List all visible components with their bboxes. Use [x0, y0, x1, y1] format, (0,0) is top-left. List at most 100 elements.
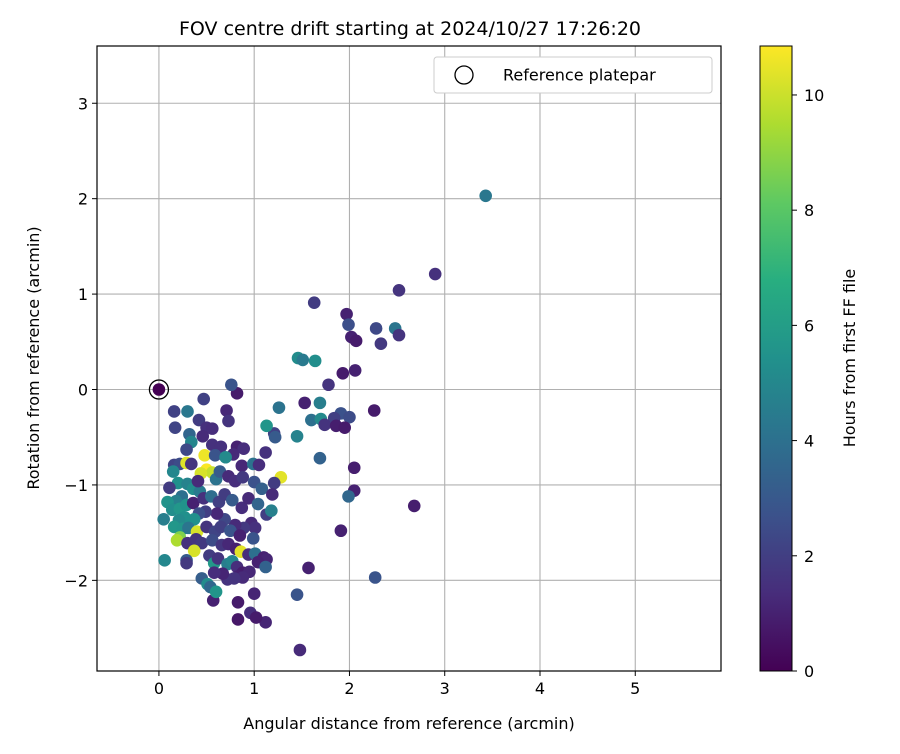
data-point: [260, 419, 273, 433]
y-axis-label: Rotation from reference (arcmin): [24, 226, 43, 489]
data-point: [195, 536, 209, 550]
y-tick-label: 1: [78, 285, 88, 304]
data-point: [180, 443, 193, 456]
data-point: [180, 556, 193, 570]
data-point: [185, 457, 198, 471]
data-point: [265, 504, 278, 517]
data-point: [367, 404, 381, 417]
data-point: [348, 364, 362, 377]
data-point: [248, 521, 262, 535]
data-point: [196, 429, 210, 443]
chart-title: FOV centre drift starting at 2024/10/27 …: [179, 18, 641, 40]
data-point: [198, 449, 211, 462]
x-tick-label: 2: [344, 679, 354, 698]
data-point: [267, 476, 281, 490]
data-point: [219, 450, 232, 464]
data-point: [170, 533, 184, 547]
data-point: [166, 465, 180, 478]
data-point: [235, 459, 249, 473]
data-point: [334, 524, 348, 538]
data-point: [214, 520, 228, 534]
y-tick-label: −1: [64, 476, 88, 495]
data-point: [231, 613, 245, 626]
grid-lines: [97, 46, 721, 671]
data-point: [167, 405, 181, 418]
data-point: [259, 560, 272, 574]
data-point: [368, 571, 382, 584]
colorbar-tick-label: 6: [804, 316, 814, 335]
data-point: [210, 507, 224, 520]
data-point: [308, 354, 322, 368]
data-point: [191, 474, 205, 488]
data-point: [222, 414, 235, 428]
x-tick-label: 5: [630, 679, 640, 698]
data-point: [428, 267, 442, 281]
x-axis-ticks: 0 1 2 3 4 5: [154, 671, 640, 698]
data-point: [259, 446, 272, 459]
data-point: [343, 410, 356, 424]
data-point: [290, 588, 304, 601]
data-point: [290, 429, 304, 443]
data-point: [251, 497, 265, 511]
data-point: [255, 482, 269, 496]
colorbar-tick-label: 10: [804, 86, 824, 105]
legend-box: [433, 56, 713, 94]
data-point: [233, 529, 247, 542]
data-point: [242, 491, 255, 505]
colorbar-tick-label: 0: [804, 662, 814, 681]
data-point: [211, 552, 225, 565]
y-tick-label: 2: [78, 190, 88, 209]
data-point: [246, 532, 260, 545]
data-point: [392, 328, 406, 342]
data-point: [158, 554, 171, 567]
data-point: [302, 561, 315, 575]
colorbar-label: Hours from first FF file: [840, 269, 859, 448]
legend: Reference platepar: [433, 56, 713, 94]
data-point: [235, 501, 249, 515]
data-point: [205, 422, 219, 435]
data-point: [336, 366, 350, 380]
data-point: [252, 458, 266, 472]
data-point: [231, 595, 245, 609]
data-point: [374, 337, 388, 351]
reference-marker: [148, 379, 170, 400]
data-point: [293, 643, 307, 657]
data-point: [209, 585, 223, 599]
data-point: [342, 490, 355, 503]
data-point: [392, 283, 406, 297]
data-point: [479, 189, 492, 203]
reference-ring: [148, 379, 170, 400]
data-point: [249, 611, 263, 624]
y-tick-label: 3: [78, 94, 88, 113]
reference-point: [152, 383, 166, 396]
data-point: [225, 493, 239, 507]
data-point: [268, 430, 282, 444]
data-point: [265, 488, 279, 501]
y-tick-label: 0: [78, 381, 88, 400]
data-point: [227, 572, 241, 585]
data-point: [313, 451, 327, 465]
data-point: [205, 533, 219, 547]
data-point: [225, 378, 238, 392]
data-point: [298, 396, 311, 410]
x-tick-label: 1: [249, 679, 259, 698]
data-point: [259, 616, 272, 629]
data-point: [307, 296, 321, 309]
data-point: [187, 544, 201, 558]
data-point: [220, 404, 233, 417]
colorbar-tick-label: 8: [804, 201, 814, 220]
data-point: [407, 499, 421, 513]
data-point: [338, 421, 351, 434]
data-point: [207, 566, 221, 580]
y-tick-label: −2: [64, 571, 88, 590]
data-point: [322, 378, 335, 392]
legend-entry-reference: Reference platepar: [503, 66, 656, 85]
data-point: [296, 353, 310, 367]
data-point: [272, 401, 286, 414]
data-point: [236, 470, 250, 484]
colorbar-ticks: 0 2 4 6 8 10: [792, 86, 824, 681]
x-axis-label: Angular distance from reference (arcmin): [243, 714, 574, 733]
data-point: [340, 307, 353, 321]
legend-marker-icon: [454, 65, 474, 85]
